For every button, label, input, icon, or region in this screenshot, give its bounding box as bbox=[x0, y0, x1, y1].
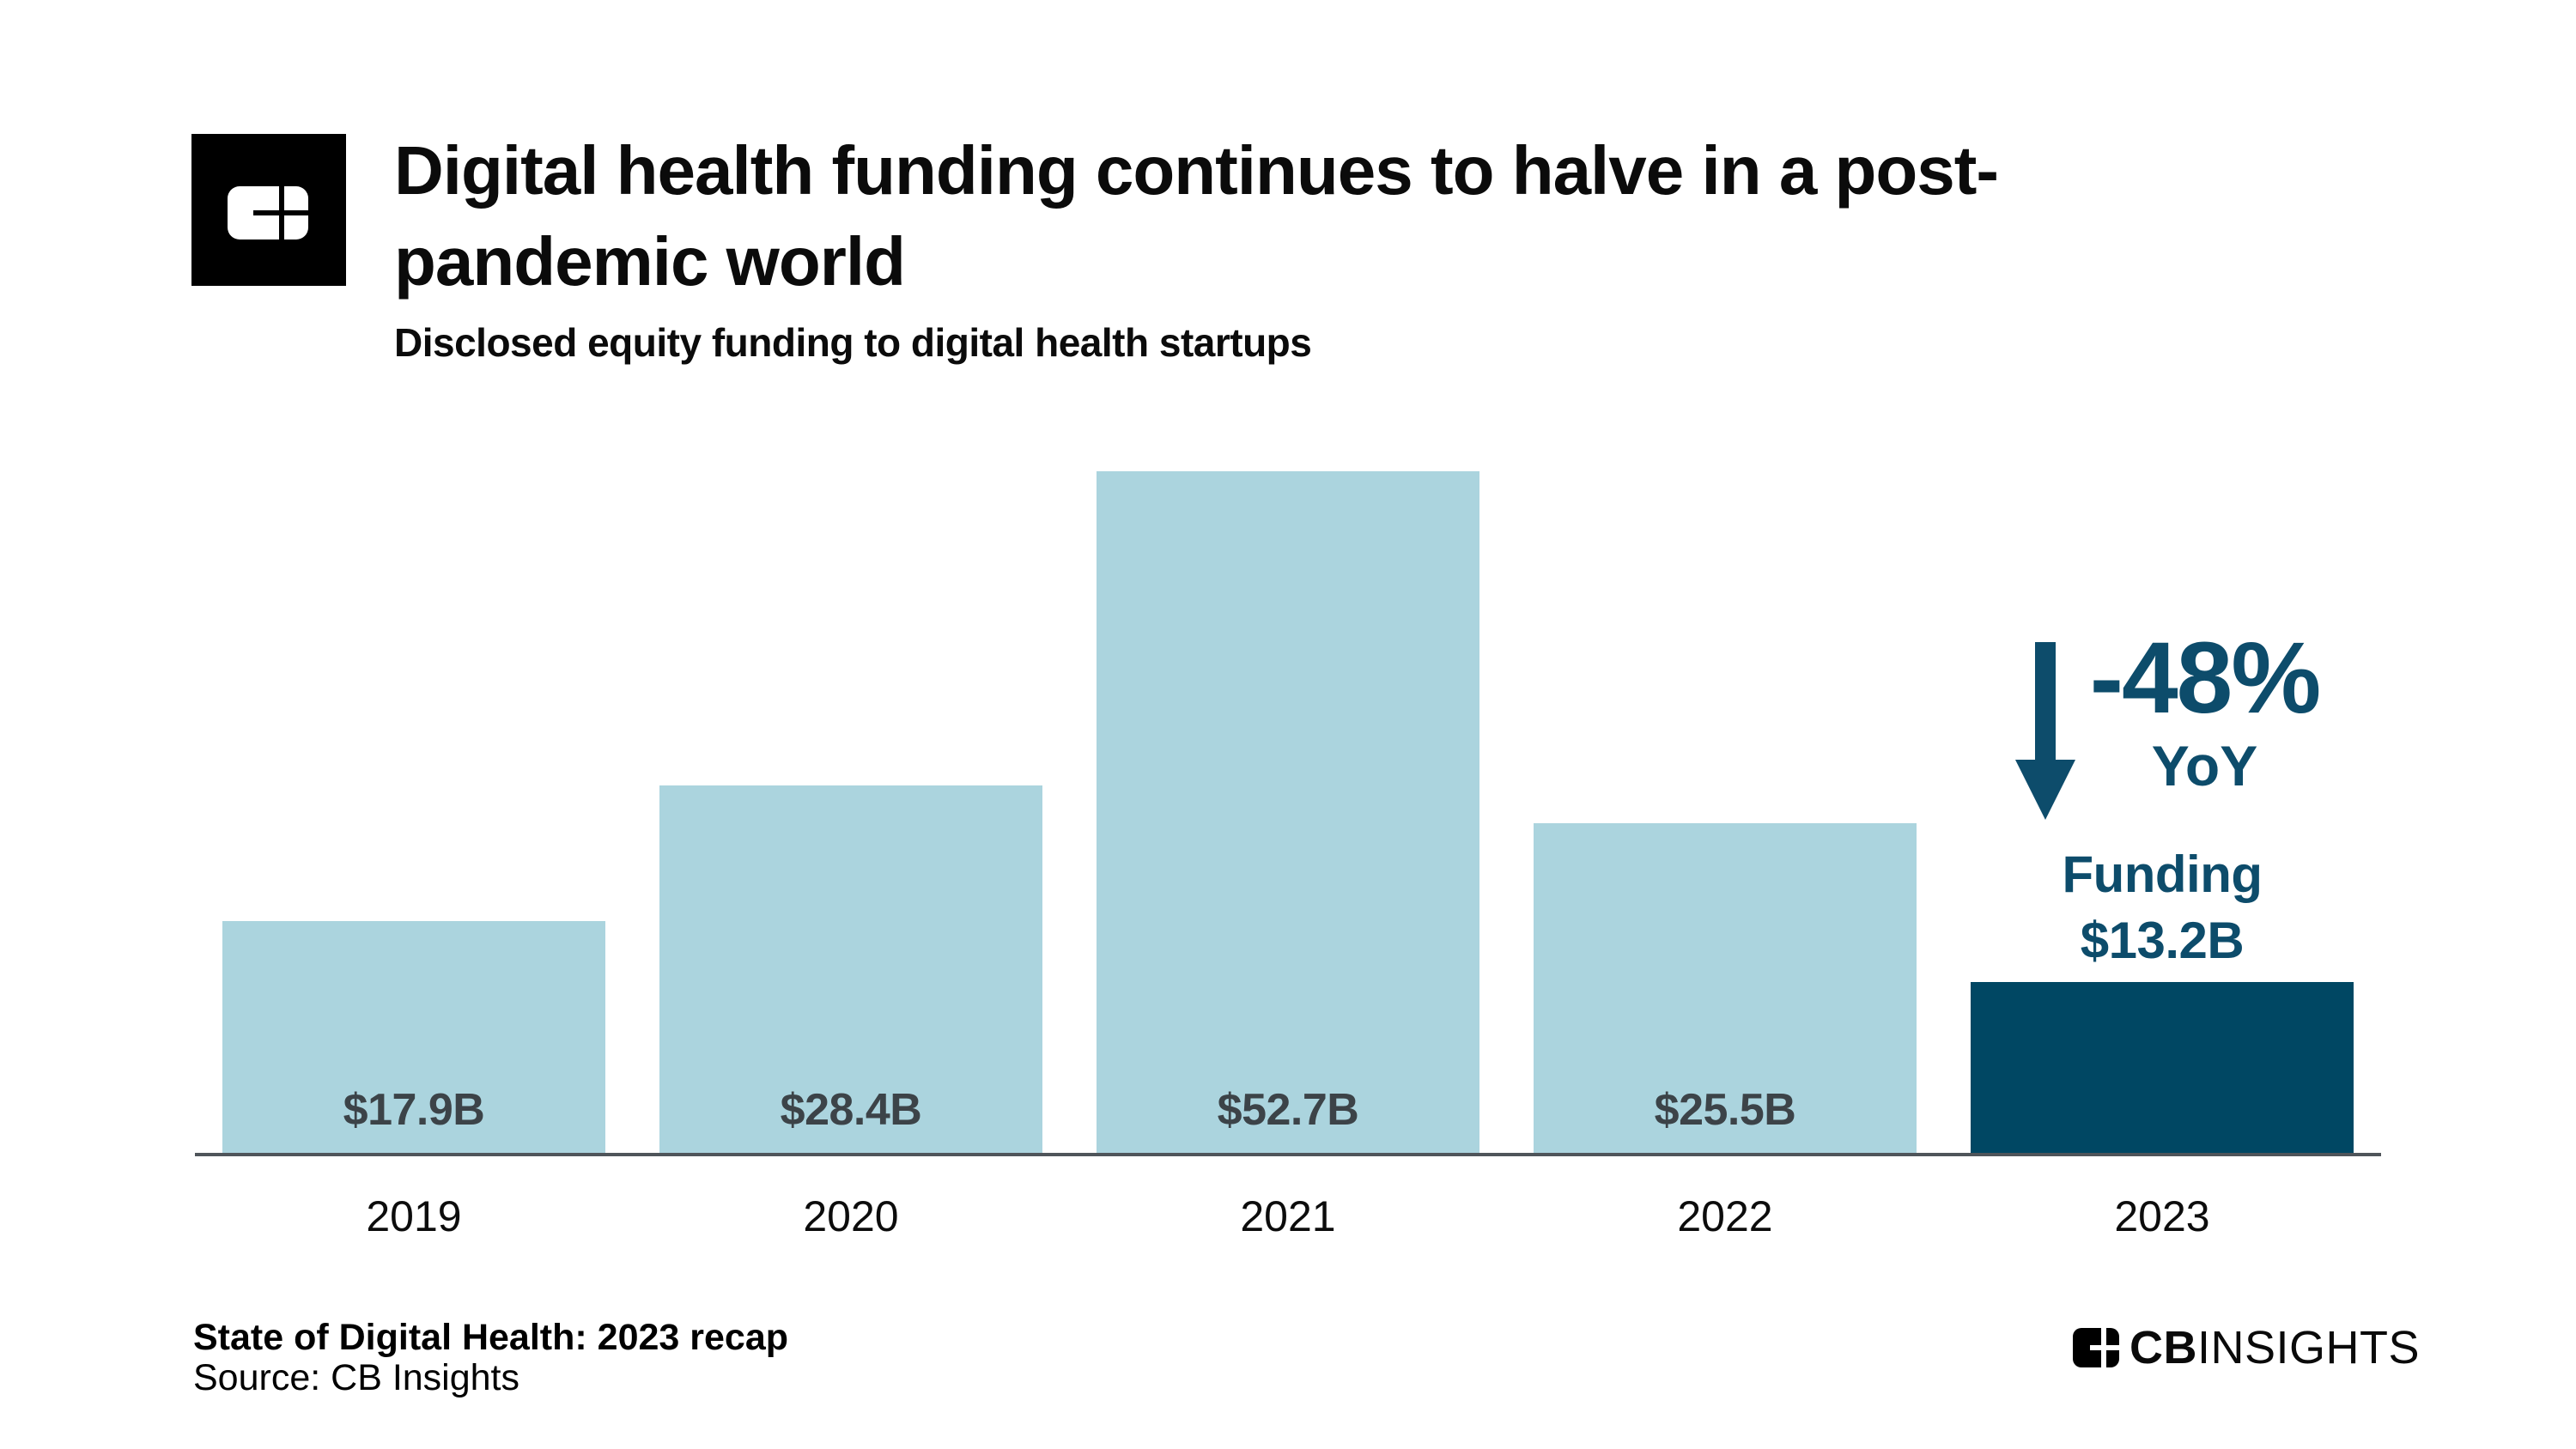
brand-text: CBINSIGHTS bbox=[2129, 1321, 2420, 1374]
bar-value-label: $28.4B bbox=[780, 1085, 922, 1135]
bar-2019: $17.9B bbox=[222, 921, 605, 1153]
cbinsights-logo-icon bbox=[2073, 1328, 2119, 1367]
page-title: Digital health funding continues to halv… bbox=[394, 125, 1999, 307]
x-axis-label-2021: 2021 bbox=[1240, 1192, 1336, 1240]
funding-label-line2: $13.2B bbox=[2080, 912, 2245, 969]
bar-2021: $52.7B bbox=[1097, 471, 1479, 1153]
page-title-line: pandemic world bbox=[394, 223, 906, 300]
cbinsights-logo-mark-icon bbox=[191, 134, 346, 286]
delta-period-label: YoY bbox=[2151, 734, 2258, 797]
x-axis-label-2022: 2022 bbox=[1677, 1192, 1773, 1240]
brand-text-insights: INSIGHTS bbox=[2197, 1322, 2421, 1373]
cbinsights-wordmark: CBINSIGHTS bbox=[2073, 1322, 2420, 1373]
x-axis-label-2020: 2020 bbox=[803, 1192, 899, 1240]
bar-2023 bbox=[1971, 982, 2354, 1153]
x-axis-line bbox=[195, 1153, 2381, 1156]
bar-2022: $25.5B bbox=[1534, 823, 1917, 1153]
brand-text-cb: CB bbox=[2129, 1322, 2197, 1373]
bar-2020: $28.4B bbox=[659, 785, 1042, 1153]
footer-source: Source: CB Insights bbox=[193, 1357, 520, 1398]
bar-value-label: $52.7B bbox=[1217, 1085, 1359, 1135]
bar-value-label: $17.9B bbox=[343, 1085, 485, 1135]
down-arrow-icon bbox=[2015, 642, 2075, 821]
highlight-funding-label: Funding $13.2B bbox=[1971, 841, 2354, 973]
x-axis-label-2019: 2019 bbox=[366, 1192, 462, 1240]
logo-slit-vertical bbox=[2101, 1328, 2106, 1367]
delta-value-label: -48% bbox=[2089, 621, 2321, 735]
page-subtitle: Disclosed equity funding to digital heal… bbox=[394, 320, 1312, 365]
funding-label-line1: Funding bbox=[2062, 846, 2263, 903]
page-title-line: Digital health funding continues to halv… bbox=[394, 132, 1999, 209]
bar-value-label: $25.5B bbox=[1654, 1085, 1796, 1135]
logo-slit-vertical bbox=[279, 186, 284, 239]
x-axis-label-2023: 2023 bbox=[2114, 1192, 2210, 1240]
footer-report-title: State of Digital Health: 2023 recap bbox=[193, 1317, 788, 1358]
yoy-delta-annotation: -48% YoY bbox=[2087, 627, 2323, 795]
